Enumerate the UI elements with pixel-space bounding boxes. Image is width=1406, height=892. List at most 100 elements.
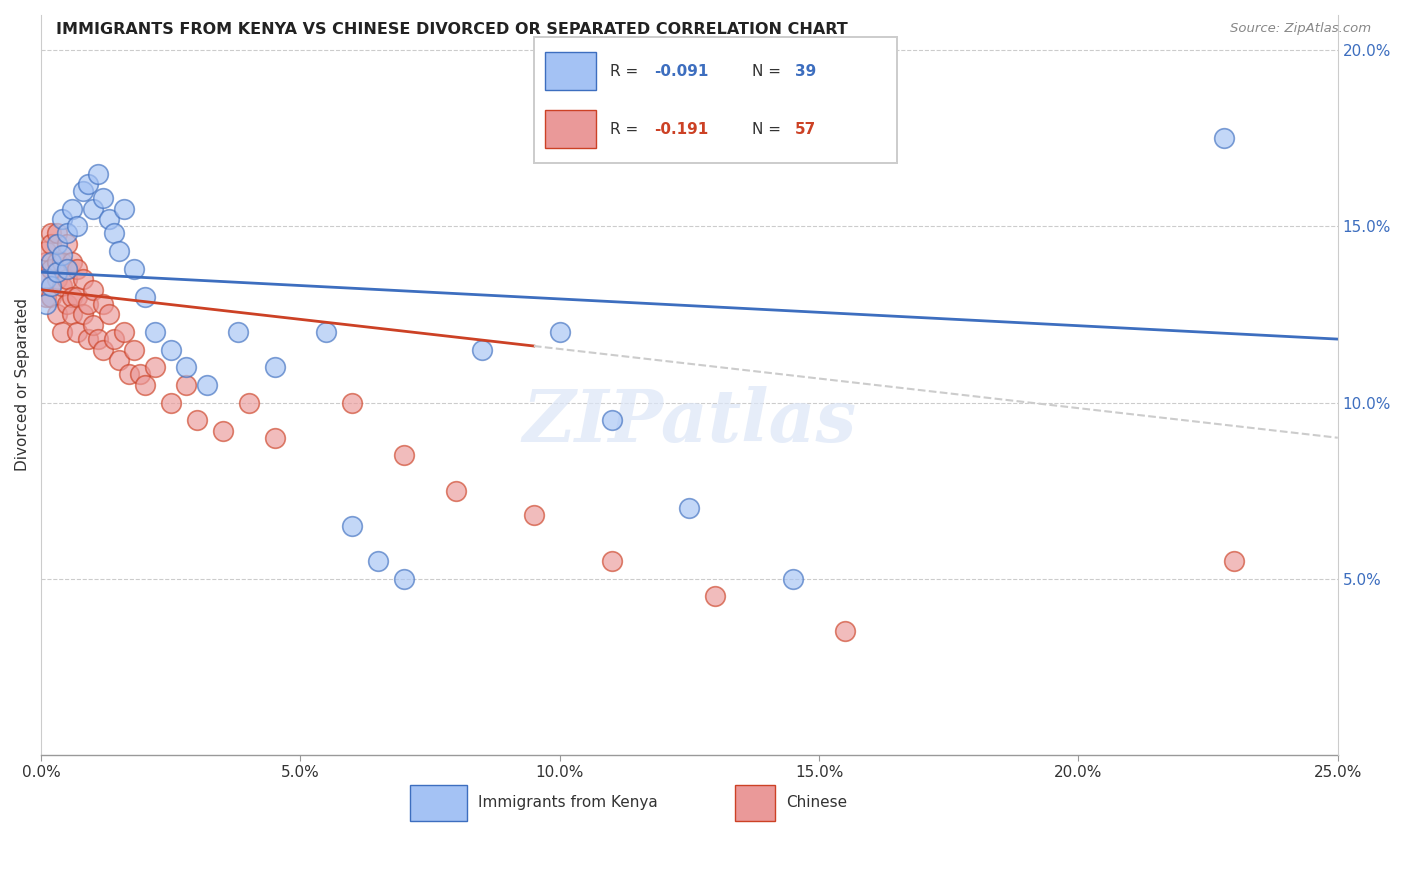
Point: [45, 254, 67, 268]
Point: [315, 325, 337, 339]
Text: ZIPatlas: ZIPatlas: [523, 386, 856, 458]
Point: [226, 325, 249, 339]
Point: [600, 554, 623, 568]
Point: [60, 308, 83, 322]
Point: [93, 191, 115, 205]
Point: [600, 413, 623, 427]
Point: [143, 360, 166, 375]
Point: [782, 572, 804, 586]
Point: [159, 395, 181, 409]
Point: [704, 589, 727, 603]
Point: [66, 219, 89, 234]
Point: [97, 308, 120, 322]
Point: [72, 272, 94, 286]
Point: [263, 360, 285, 375]
Point: [41, 254, 63, 268]
Point: [41, 237, 63, 252]
Point: [60, 254, 83, 268]
Point: [342, 518, 364, 533]
Point: [118, 368, 141, 382]
Point: [159, 343, 181, 357]
Point: [108, 244, 131, 258]
Point: [87, 332, 110, 346]
Point: [35, 244, 58, 258]
Point: [342, 395, 364, 409]
Point: [72, 184, 94, 198]
Point: [195, 378, 218, 392]
Point: [35, 272, 58, 286]
Point: [35, 297, 58, 311]
Point: [82, 318, 104, 332]
Point: [41, 279, 63, 293]
Point: [51, 279, 73, 293]
Point: [238, 395, 260, 409]
Point: [76, 297, 98, 311]
Point: [112, 325, 135, 339]
Point: [41, 261, 63, 276]
Point: [471, 343, 494, 357]
Point: [176, 360, 198, 375]
Point: [176, 378, 198, 392]
Text: Source: ZipAtlas.com: Source: ZipAtlas.com: [1230, 22, 1371, 36]
Point: [134, 290, 156, 304]
Point: [1223, 554, 1246, 568]
Point: [548, 325, 571, 339]
Point: [82, 283, 104, 297]
Point: [112, 202, 135, 216]
Point: [834, 624, 856, 639]
Point: [76, 177, 98, 191]
Point: [97, 212, 120, 227]
Point: [51, 212, 73, 227]
Point: [56, 261, 79, 276]
Point: [186, 413, 208, 427]
Point: [211, 424, 233, 438]
Point: [60, 290, 83, 304]
Point: [93, 297, 115, 311]
Y-axis label: Divorced or Separated: Divorced or Separated: [15, 299, 30, 471]
Point: [51, 325, 73, 339]
Point: [87, 167, 110, 181]
Point: [41, 290, 63, 304]
Point: [45, 237, 67, 252]
Point: [56, 227, 79, 241]
Point: [1212, 131, 1234, 145]
Point: [66, 290, 89, 304]
Point: [392, 572, 415, 586]
Point: [45, 308, 67, 322]
Point: [134, 378, 156, 392]
Point: [60, 202, 83, 216]
Point: [66, 261, 89, 276]
Point: [263, 431, 285, 445]
Point: [45, 227, 67, 241]
Point: [143, 325, 166, 339]
Point: [35, 272, 58, 286]
Point: [45, 272, 67, 286]
Point: [56, 261, 79, 276]
Point: [51, 254, 73, 268]
Point: [51, 247, 73, 261]
Point: [35, 290, 58, 304]
Point: [124, 343, 146, 357]
Point: [93, 343, 115, 357]
Point: [56, 297, 79, 311]
Point: [72, 308, 94, 322]
Point: [103, 227, 125, 241]
Point: [56, 272, 79, 286]
Point: [76, 332, 98, 346]
Point: [82, 202, 104, 216]
Point: [41, 227, 63, 241]
Point: [678, 501, 700, 516]
Point: [35, 254, 58, 268]
Point: [45, 265, 67, 279]
Point: [392, 448, 415, 462]
Point: [103, 332, 125, 346]
Point: [444, 483, 467, 498]
Point: [56, 237, 79, 252]
Point: [128, 368, 150, 382]
Point: [124, 261, 146, 276]
Point: [108, 353, 131, 368]
Point: [367, 554, 389, 568]
Text: IMMIGRANTS FROM KENYA VS CHINESE DIVORCED OR SEPARATED CORRELATION CHART: IMMIGRANTS FROM KENYA VS CHINESE DIVORCE…: [56, 22, 848, 37]
Point: [66, 325, 89, 339]
Point: [523, 508, 546, 523]
